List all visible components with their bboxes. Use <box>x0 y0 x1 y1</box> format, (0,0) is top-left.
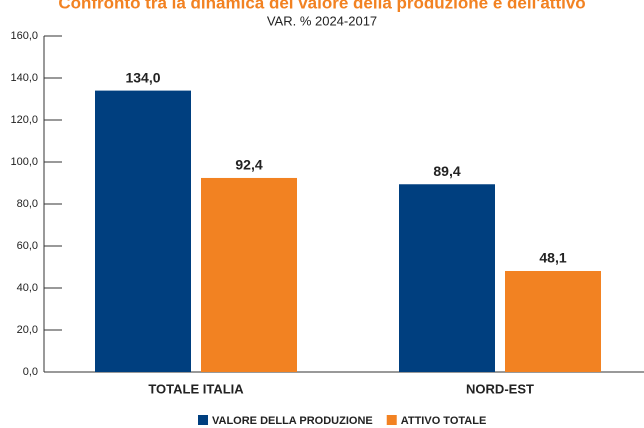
y-tick-label: 160,0 <box>10 30 38 42</box>
chart-title: Confronto tra la dinamica del valore del… <box>58 0 585 12</box>
y-tick-label: 100,0 <box>10 156 38 168</box>
y-tick-label: 120,0 <box>10 114 38 126</box>
bar <box>95 90 191 372</box>
data-label: 48,1 <box>539 250 566 266</box>
y-tick-label: 20,0 <box>17 324 38 336</box>
legend-swatch <box>198 415 208 425</box>
bar <box>399 184 495 372</box>
y-tick-label: 80,0 <box>17 198 38 210</box>
bar <box>505 270 601 372</box>
data-label: 89,4 <box>433 163 460 179</box>
y-tick-label: 40,0 <box>17 282 38 294</box>
bar <box>201 177 297 372</box>
legend-label: VALORE DELLA PRODUZIONE <box>212 415 373 427</box>
chart-subtitle: VAR. % 2024-2017 <box>267 13 377 28</box>
legend-swatch <box>386 415 397 425</box>
y-tick-label: 0,0 <box>23 366 38 378</box>
data-label: 134,0 <box>125 69 160 85</box>
x-tick-label: TOTALE ITALIA <box>148 381 244 396</box>
data-label: 92,4 <box>235 157 262 173</box>
y-tick-label: 140,0 <box>10 72 38 84</box>
x-tick-label: NORD-EST <box>466 381 534 396</box>
legend-label: ATTIVO TOTALE <box>401 415 487 427</box>
y-tick-label: 60,0 <box>17 240 38 252</box>
